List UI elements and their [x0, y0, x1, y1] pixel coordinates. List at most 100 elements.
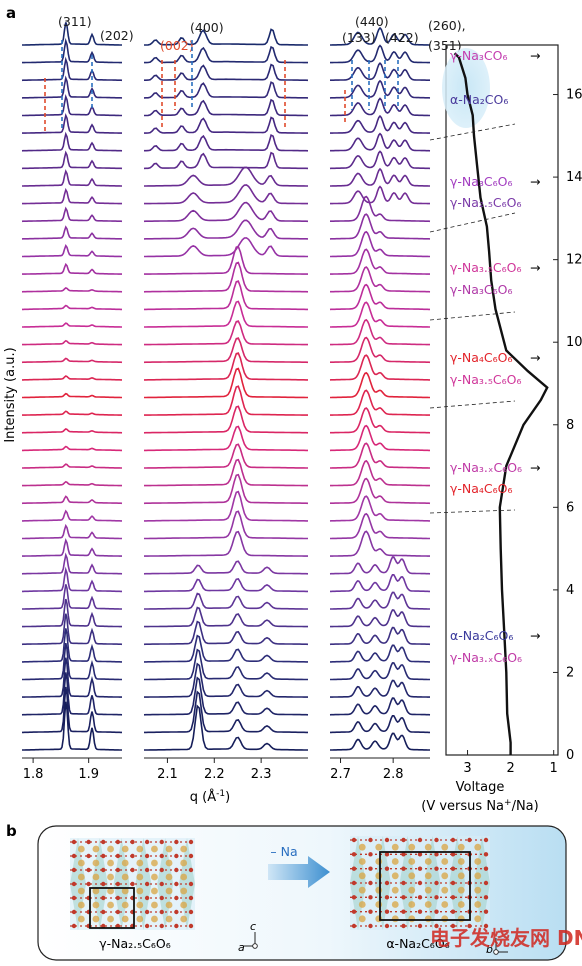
phase-label: γ-Na₃C₆O₆	[450, 282, 513, 297]
xrd-trace	[21, 495, 123, 505]
xrd-trace	[143, 405, 309, 434]
watermark: 电子发烧友网 DNet	[430, 926, 582, 950]
xrd-trace	[329, 495, 430, 522]
xrd-trace	[144, 352, 308, 381]
arrow-icon: →	[530, 48, 540, 63]
arrow-icon: →	[530, 174, 540, 189]
xrd-trace	[22, 339, 122, 346]
arrow-icon: →	[530, 350, 540, 365]
arrow-icon: →	[530, 628, 540, 643]
voltage-tick-label: 3	[463, 761, 471, 776]
xrd-trace	[330, 389, 430, 416]
xrd-trace	[22, 37, 122, 64]
xrd-trace	[22, 538, 122, 557]
xrd-trace	[330, 167, 430, 187]
xrd-trace	[329, 79, 431, 99]
q-axis-label: q (Å-1)	[190, 789, 230, 805]
xrd-trace	[143, 151, 309, 170]
xrd-trace	[22, 445, 122, 452]
svg-text:a: a	[238, 941, 245, 954]
xrd-trace	[22, 94, 122, 117]
xrd-trace	[22, 628, 122, 663]
xrd-trace	[22, 392, 122, 399]
xrd-trace	[22, 463, 122, 469]
xrd-trace	[144, 662, 308, 698]
xrd-trace	[330, 371, 430, 399]
phase-boundary	[429, 212, 516, 233]
xrd-trace	[21, 150, 123, 170]
xrd-trace	[329, 150, 431, 170]
peak-label: (202)	[100, 28, 134, 43]
axes-right-icon: b	[486, 938, 508, 956]
xrd-trace	[22, 375, 122, 381]
xrd-trace	[22, 322, 122, 328]
desodiation-arrow	[268, 856, 330, 888]
xrd-trace	[144, 443, 308, 469]
svg-text:b: b	[486, 943, 493, 956]
xrd-trace	[144, 592, 308, 610]
voltage-tick-label: 2	[506, 761, 514, 776]
xrd-trace	[330, 662, 430, 681]
time-tick-label: 2	[566, 665, 574, 680]
peak-label: (311)	[58, 14, 92, 29]
xrd-trace	[330, 644, 430, 663]
xrd-trace	[330, 715, 430, 734]
xrd-trace	[144, 578, 308, 593]
peak-label: (440)	[355, 14, 389, 29]
xrd-trace	[22, 701, 122, 751]
xrd-trace	[144, 704, 308, 751]
xrd-trace	[144, 425, 308, 452]
left-structure-label: γ-Na₂.₅C₆O₆	[99, 936, 171, 951]
time-tick-label: 12	[566, 253, 582, 268]
xrd-trace	[330, 97, 430, 117]
xrd-trace	[21, 357, 123, 364]
xrd-trace	[330, 407, 431, 434]
q-tick-label: 1.8	[23, 767, 44, 782]
svg-text:c: c	[250, 920, 256, 933]
xrd-trace	[143, 261, 309, 293]
time-tick-label: 0	[566, 748, 574, 763]
xrd-trace	[330, 609, 430, 628]
desodiation-label: – Na	[270, 844, 297, 859]
xrd-trace	[144, 530, 308, 557]
q-tick-label: 2.7	[330, 767, 351, 782]
time-tick-label: 8	[566, 418, 574, 433]
xrd-trace	[330, 132, 431, 152]
xrd-trace	[329, 354, 430, 381]
unit-cell	[379, 851, 471, 921]
q-tick-label: 2.8	[383, 767, 404, 782]
xrd-trace	[22, 657, 122, 698]
xrd-trace	[144, 606, 308, 628]
q-tick-label: 2.3	[251, 767, 272, 782]
xrd-trace	[21, 286, 123, 293]
xrd-trace	[144, 458, 308, 487]
xrd-trace	[22, 22, 122, 46]
xrd-trace	[144, 166, 308, 187]
xrd-trace	[21, 206, 123, 223]
xrd-trace	[330, 301, 430, 328]
panel-b-letter: b	[6, 822, 17, 840]
xrd-trace	[330, 266, 431, 293]
xrd-trace	[144, 510, 308, 540]
xrd-trace	[144, 134, 309, 152]
xrd-trace	[144, 300, 308, 328]
peak-label: (422)	[385, 30, 419, 45]
xrd-trace	[144, 634, 308, 663]
panel-a-letter: a	[6, 4, 16, 22]
xrd-trace	[143, 201, 309, 223]
xrd-trace	[21, 131, 123, 152]
xrd-trace	[329, 283, 430, 311]
xrd-trace	[144, 320, 308, 346]
xrd-trace	[330, 442, 430, 469]
peak-label: (400)	[190, 20, 224, 35]
right-structure-label: α-Na₂C₆O₆	[386, 936, 449, 951]
xrd-trace	[143, 620, 309, 646]
q-tick-label: 2.2	[204, 767, 225, 782]
xrd-trace	[144, 116, 308, 134]
xrd-trace	[22, 566, 122, 593]
xrd-trace	[21, 672, 123, 716]
q-tick-label: 2.1	[157, 767, 178, 782]
phase-boundary	[429, 509, 516, 514]
xrd-trace	[22, 480, 122, 487]
